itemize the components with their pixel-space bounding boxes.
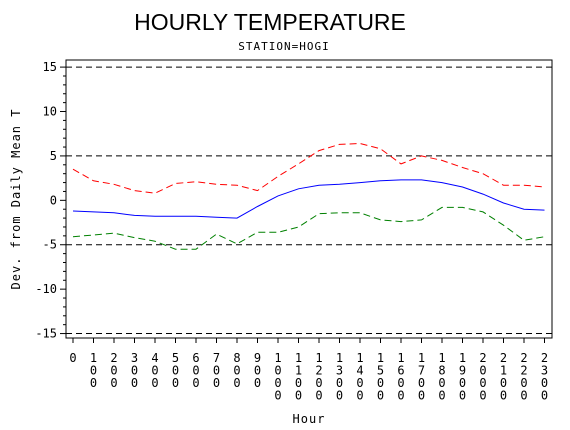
chart-subtitle: STATION=HOGI bbox=[238, 40, 329, 53]
series-mean-line bbox=[72, 179, 545, 219]
plot-area: -15 -10 -5 0 5 10 15 0 1 0 0 2 0 0 3 0 0 4 0 0 5 0 0 6 0 0 7 0 0 8 0 0 9… bbox=[35, 59, 553, 403]
x-axis-label: Hour bbox=[293, 412, 326, 426]
y-tick-label: 10 bbox=[43, 105, 57, 119]
y-tick-label: -15 bbox=[35, 327, 57, 341]
y-axis-label: Dev. from Daily Mean T bbox=[9, 109, 23, 290]
y-tick-label: -5 bbox=[43, 238, 57, 252]
y-tick-label: -10 bbox=[35, 282, 57, 296]
y-tick-label: 0 bbox=[50, 193, 57, 207]
chart-title: HOURLY TEMPERATURE bbox=[134, 9, 406, 35]
series-upper-line bbox=[72, 142, 545, 194]
y-tick-label: 15 bbox=[43, 60, 57, 74]
series-lower-line bbox=[72, 206, 545, 250]
y-tick-label: 5 bbox=[50, 149, 57, 163]
x-tick-label: 0 bbox=[69, 351, 76, 365]
plot-frame bbox=[65, 59, 553, 339]
